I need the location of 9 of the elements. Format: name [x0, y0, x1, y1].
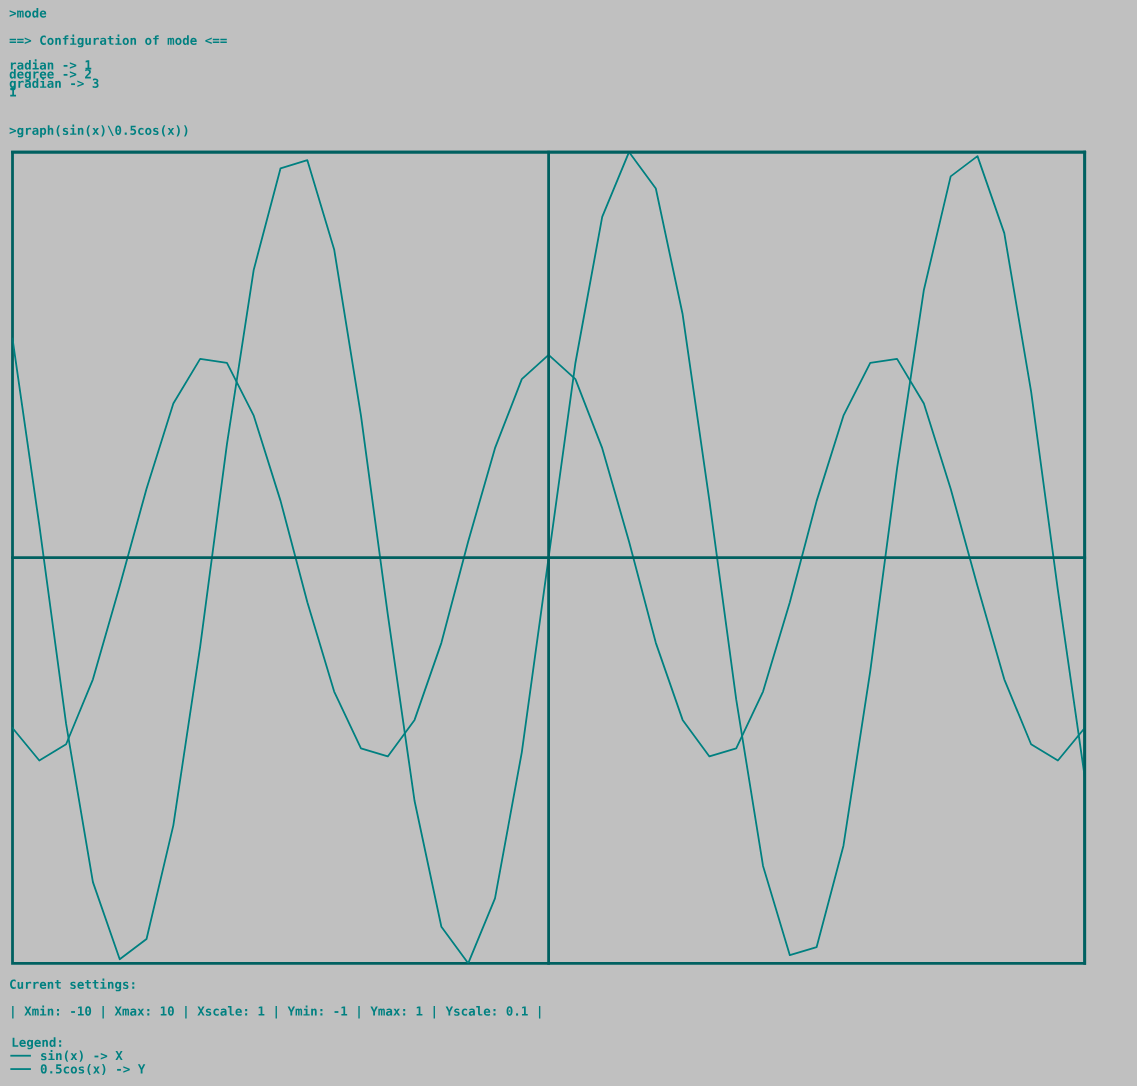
legend-label: sin(x) -> X: [41, 1049, 123, 1062]
text: | Xmin: -10 | Xmax: 10 | Xscale: 1 | Ymin: -1 | Ymax: 1 | Yscale: 0.1 |: [12, 1005, 541, 1019]
legend-label: 0.5cos(x) -> Y: [40, 1063, 146, 1076]
text: Current settings:: [10, 978, 135, 992]
text: radian -> 1: [10, 59, 92, 70]
text: ==> Configuration of mode <==: [9, 34, 227, 48]
chart-title: >graph(sin(x)\0.5cos(x)): [9, 124, 188, 138]
text: >mode: [9, 7, 47, 18]
legend-title: Legend:: [12, 1037, 62, 1050]
